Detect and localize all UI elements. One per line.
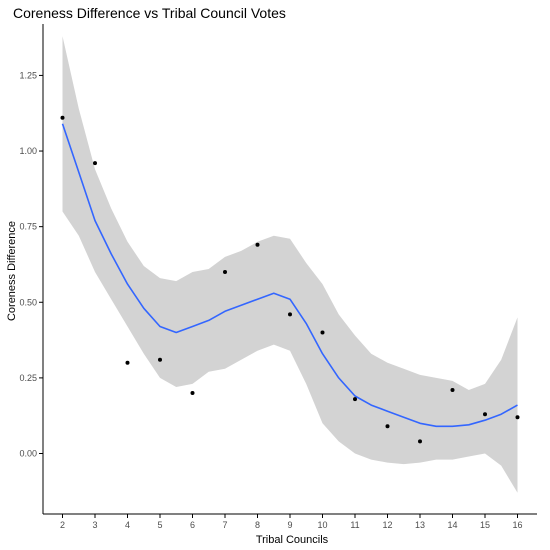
x-tick-label: 7 [222,520,227,530]
x-tick-label: 13 [415,520,425,530]
x-tick-label: 9 [287,520,292,530]
y-tick-label: 0.00 [19,449,37,459]
data-point [190,391,195,395]
confidence-ribbon [62,36,518,493]
x-tick-label: 8 [255,520,260,530]
smooth-line-layer [61,123,518,428]
data-point [450,388,455,392]
data-point [353,397,357,402]
x-tick-label: 16 [512,520,522,530]
y-tick-label: 0.50 [19,297,37,307]
data-points-layer [60,115,520,444]
x-tick-label: 14 [447,520,457,530]
y-tick-label: 0.25 [19,373,37,383]
data-point [125,360,130,365]
chart-title: Coreness Difference vs Tribal Council Vo… [13,5,286,21]
data-point [418,439,422,444]
data-point [288,312,292,317]
y-tick-label: 0.75 [19,222,37,232]
y-tick-label: 1.25 [19,70,37,80]
data-point [320,330,325,335]
y-axis-title: Coreness Difference [6,221,18,321]
x-tick-label: 6 [190,520,195,530]
axes: 2 3 4 5 6 7 8 9 10 11 12 13 14 15 16 0.00 0.25 0.50 0.75 1.… [19,24,537,530]
data-point [93,161,97,166]
x-tick-label: 2 [60,520,65,530]
confidence-ribbon-layer [62,36,518,493]
y-tick-label: 1.00 [19,146,37,156]
x-tick-label: 4 [125,520,130,530]
data-point [158,357,162,362]
x-tick-label: 5 [157,520,162,530]
x-tick-label: 15 [480,520,490,530]
x-axis-title: Tribal Councils [256,534,329,546]
x-tick-label: 3 [92,520,97,530]
data-point [255,242,260,247]
data-point [60,115,65,120]
data-point [385,424,390,429]
data-point [223,270,227,274]
x-tick-label: 11 [350,520,359,530]
smooth-trend-line [61,123,518,428]
data-point [515,415,520,420]
data-point [483,412,487,417]
x-tick-label: 12 [382,520,392,530]
x-tick-label: 10 [317,520,327,530]
